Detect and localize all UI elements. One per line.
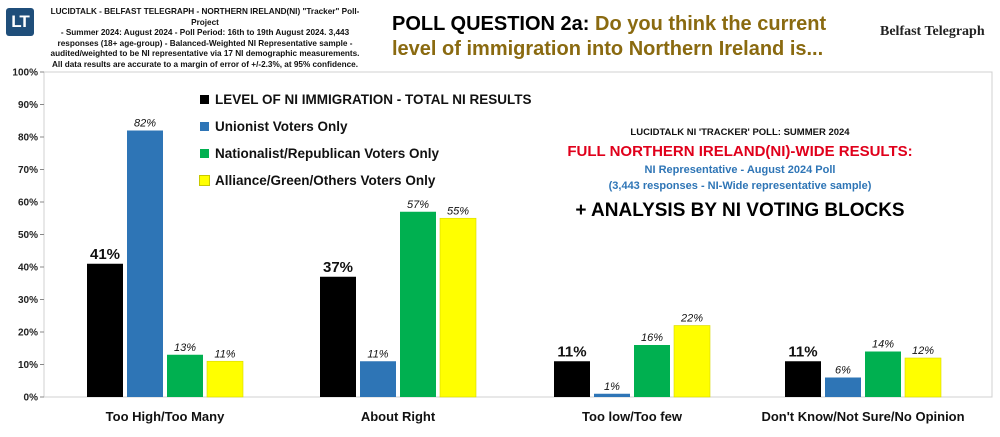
y-tick-label: 20% xyxy=(18,328,38,339)
y-tick-label: 60% xyxy=(18,198,38,209)
bar xyxy=(554,361,590,397)
bar xyxy=(167,354,203,397)
bar xyxy=(673,325,711,398)
x-category-label: Too High/Too Many xyxy=(106,409,225,424)
data-label: 1% xyxy=(604,381,620,393)
x-category-label: About Right xyxy=(361,409,436,424)
data-label: 12% xyxy=(912,345,934,357)
belfast-telegraph-logo: Belfast Telegraph xyxy=(880,24,985,39)
sample-size: (3,443 responses - NI-Wide representativ… xyxy=(608,180,872,192)
tracker-poll-title: LUCIDTALK NI 'TRACKER' POLL: SUMMER 2024 xyxy=(630,127,850,138)
note-line: LUCIDTALK - BELFAST TELEGRAPH - NORTHERN… xyxy=(50,7,360,27)
sample-description: NI Representative - August 2024 Poll xyxy=(644,164,836,176)
legend-item: Unionist Voters Only xyxy=(200,113,532,140)
bar xyxy=(400,211,436,397)
data-label: 16% xyxy=(641,332,663,344)
bar xyxy=(634,345,670,397)
y-tick-label: 70% xyxy=(18,165,38,176)
y-tick-label: 80% xyxy=(18,133,38,144)
legend-swatch xyxy=(200,95,209,104)
bar xyxy=(865,351,901,397)
note-line: audited/weighted to be NI representative… xyxy=(50,49,360,59)
note-line: All data results are accurate to a margi… xyxy=(52,59,358,69)
legend-label: LEVEL OF NI IMMIGRATION - TOTAL NI RESUL… xyxy=(215,92,532,107)
poll-methodology-note: LUCIDTALK - BELFAST TELEGRAPH - NORTHERN… xyxy=(40,7,370,71)
legend-swatch xyxy=(200,149,209,158)
data-label: 22% xyxy=(680,313,703,325)
data-label: 13% xyxy=(174,342,196,354)
x-category-label: Don't Know/Not Sure/No Opinion xyxy=(761,409,964,424)
legend-label: Alliance/Green/Others Voters Only xyxy=(215,173,436,188)
data-label: 55% xyxy=(447,205,469,217)
legend-item: LEVEL OF NI IMMIGRATION - TOTAL NI RESUL… xyxy=(200,86,532,113)
legend-item: Alliance/Green/Others Voters Only xyxy=(199,167,532,194)
data-label: 37% xyxy=(323,259,353,276)
bar xyxy=(785,361,821,397)
question-text-line1: Do you think the current xyxy=(595,13,827,35)
y-tick-label: 90% xyxy=(18,100,38,111)
y-tick-label: 100% xyxy=(12,68,38,79)
legend-label: Unionist Voters Only xyxy=(215,119,348,134)
data-label: 11% xyxy=(788,343,817,360)
data-label: 11% xyxy=(557,343,586,360)
poll-info-panel: LUCIDTALK NI 'TRACKER' POLL: SUMMER 2024… xyxy=(520,127,960,222)
legend-label: Nationalist/Republican Voters Only xyxy=(215,146,440,161)
y-tick-label: 10% xyxy=(18,360,38,371)
data-label: 11% xyxy=(367,348,388,360)
bar xyxy=(825,377,861,397)
lucidtalk-logo: LT xyxy=(6,8,34,36)
y-tick-label: 30% xyxy=(18,295,38,306)
data-label: 41% xyxy=(90,246,120,263)
y-tick-label: 50% xyxy=(18,230,38,241)
y-tick-label: 0% xyxy=(24,393,39,404)
data-label: 57% xyxy=(407,199,429,211)
question-label: POLL QUESTION 2a: xyxy=(392,13,590,35)
note-line: responses (18+ age-group) - Balanced-Wei… xyxy=(57,38,353,48)
data-label: 6% xyxy=(835,365,851,377)
x-category-label: Too low/Too few xyxy=(582,409,683,424)
poll-question: POLL QUESTION 2a: Do you think the curre… xyxy=(392,12,826,62)
question-text-line2: level of immigration into Northern Irela… xyxy=(392,38,824,60)
note-line: - Summer 2024: August 2024 - Poll Period… xyxy=(60,28,350,38)
legend-swatch xyxy=(200,122,209,131)
bar xyxy=(360,361,396,397)
data-label: 11% xyxy=(214,348,235,360)
bar xyxy=(87,263,123,397)
analysis-heading: + ANALYSIS BY NI VOTING BLOCKS xyxy=(575,200,905,221)
bar xyxy=(127,130,163,397)
results-heading: FULL NORTHERN IRELAND(NI)-WIDE RESULTS: xyxy=(567,143,913,160)
bar xyxy=(594,393,630,397)
data-label: 82% xyxy=(134,118,156,130)
bar xyxy=(206,360,244,398)
bar xyxy=(439,217,477,398)
bar xyxy=(904,357,942,398)
bar xyxy=(320,276,356,397)
data-label: 14% xyxy=(872,339,894,351)
chart-legend: LEVEL OF NI IMMIGRATION - TOTAL NI RESUL… xyxy=(199,86,532,194)
legend-swatch xyxy=(199,175,210,186)
y-tick-label: 40% xyxy=(18,263,38,274)
legend-item: Nationalist/Republican Voters Only xyxy=(200,140,532,167)
